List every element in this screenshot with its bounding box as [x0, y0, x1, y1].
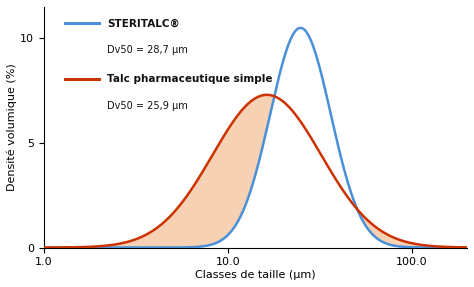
Text: Dv50 = 25,9 µm: Dv50 = 25,9 µm — [108, 101, 188, 111]
Text: STERITALC®: STERITALC® — [108, 19, 180, 29]
Text: Dv50 = 28,7 µm: Dv50 = 28,7 µm — [108, 45, 188, 55]
Text: Talc pharmaceutique simple: Talc pharmaceutique simple — [108, 74, 273, 84]
Y-axis label: Densité volumique (%): Densité volumique (%) — [7, 63, 18, 191]
X-axis label: Classes de taille (µm): Classes de taille (µm) — [195, 270, 316, 280]
